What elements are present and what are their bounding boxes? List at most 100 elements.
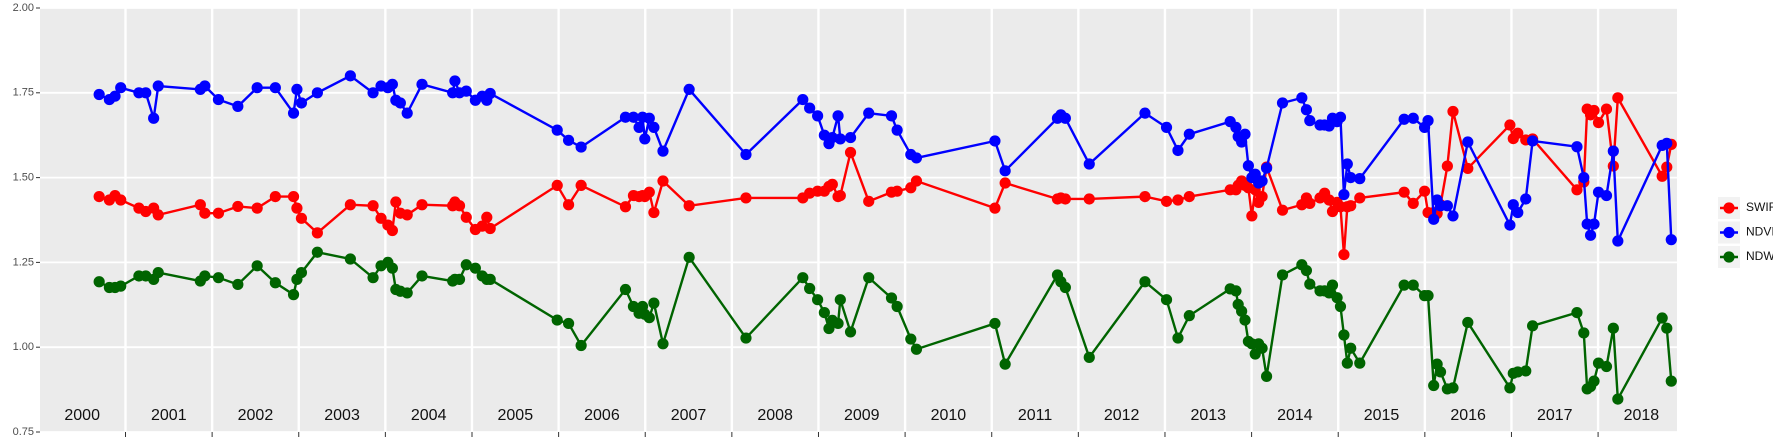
- point: [1422, 290, 1434, 302]
- point: [1656, 170, 1668, 182]
- point: [311, 227, 323, 239]
- point: [627, 111, 640, 123]
- point: [1249, 168, 1261, 180]
- point: [1462, 136, 1474, 148]
- point: [1183, 310, 1195, 322]
- point: [1407, 197, 1419, 209]
- point: [453, 273, 466, 285]
- point: [1260, 370, 1273, 382]
- point: [484, 222, 496, 235]
- point: [740, 192, 752, 204]
- point: [797, 93, 809, 106]
- point: [989, 202, 1001, 214]
- year-label: 2006: [584, 407, 620, 424]
- point: [416, 270, 428, 282]
- point: [1584, 229, 1597, 241]
- point: [844, 131, 857, 144]
- point: [1059, 193, 1071, 205]
- point: [1428, 379, 1440, 392]
- point: [375, 212, 387, 224]
- point: [804, 282, 816, 295]
- point: [643, 312, 655, 324]
- point: [416, 199, 428, 211]
- y-tick-label: 1.75: [13, 87, 34, 99]
- point: [1661, 137, 1673, 149]
- point: [657, 175, 669, 187]
- year-label: 2010: [931, 407, 967, 424]
- point: [999, 358, 1011, 370]
- point: [1571, 141, 1583, 153]
- point: [1422, 115, 1434, 127]
- point: [1059, 112, 1071, 124]
- point: [115, 82, 127, 94]
- point: [885, 292, 898, 304]
- point: [1059, 281, 1071, 294]
- point: [1447, 105, 1459, 118]
- point: [1242, 160, 1254, 172]
- y-tick-label: 1.00: [13, 341, 34, 353]
- point: [1083, 158, 1095, 170]
- year-label: 2004: [411, 407, 447, 424]
- point: [1571, 184, 1583, 196]
- point: [1434, 366, 1447, 378]
- point: [891, 185, 903, 197]
- point: [999, 165, 1011, 177]
- point: [1612, 235, 1624, 247]
- point: [812, 110, 824, 122]
- point: [885, 110, 898, 122]
- point: [1338, 188, 1350, 201]
- point: [232, 200, 244, 213]
- point: [1398, 186, 1410, 198]
- point: [683, 83, 695, 96]
- point: [1276, 97, 1289, 109]
- y-tick-label: 1.25: [13, 256, 34, 268]
- point: [140, 87, 152, 99]
- point: [1600, 189, 1613, 202]
- point: [1276, 204, 1289, 216]
- point: [575, 141, 587, 153]
- year-label: 2003: [324, 407, 360, 424]
- point: [484, 273, 496, 285]
- point: [93, 190, 105, 203]
- point: [251, 82, 263, 94]
- point: [989, 135, 1001, 147]
- point: [989, 317, 1001, 330]
- point: [344, 199, 356, 211]
- point: [562, 134, 575, 146]
- point: [1304, 115, 1316, 127]
- point: [1345, 342, 1357, 354]
- point: [1407, 112, 1419, 124]
- point: [232, 278, 244, 291]
- legend-label: SWIR: [1746, 200, 1773, 214]
- point: [1260, 162, 1273, 174]
- point: [386, 262, 398, 274]
- point: [115, 280, 127, 292]
- point: [344, 253, 356, 265]
- point: [551, 124, 563, 136]
- point: [295, 97, 308, 109]
- point: [575, 179, 587, 192]
- point: [1398, 279, 1410, 291]
- year-label: 2011: [1018, 407, 1053, 424]
- point: [481, 211, 493, 223]
- point: [1331, 292, 1343, 304]
- point: [648, 206, 660, 219]
- year-label: 2005: [498, 407, 534, 424]
- point: [269, 277, 281, 289]
- point: [1139, 107, 1151, 119]
- point: [416, 78, 428, 90]
- point: [291, 202, 303, 214]
- point: [1183, 190, 1195, 203]
- point: [643, 112, 655, 124]
- point: [1354, 192, 1366, 204]
- point: [891, 124, 903, 136]
- point: [1578, 172, 1590, 184]
- point: [291, 83, 303, 96]
- point: [344, 70, 356, 82]
- point: [804, 102, 816, 114]
- point: [1256, 342, 1268, 354]
- year-label: 2012: [1104, 407, 1140, 424]
- point: [295, 212, 308, 224]
- point: [1183, 128, 1195, 140]
